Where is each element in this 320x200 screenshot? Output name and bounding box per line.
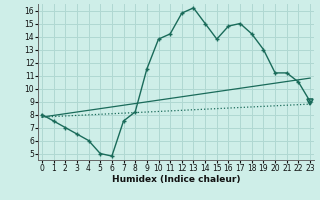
X-axis label: Humidex (Indice chaleur): Humidex (Indice chaleur)	[112, 175, 240, 184]
